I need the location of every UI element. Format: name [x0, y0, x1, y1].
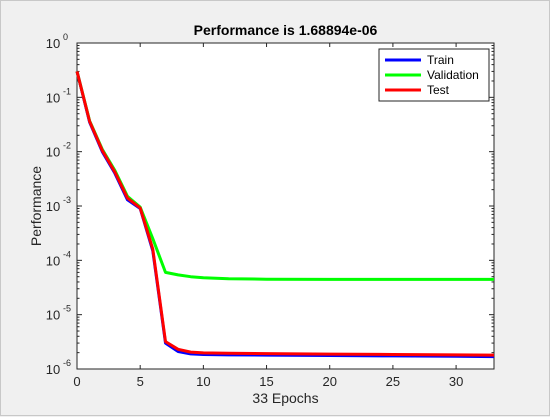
x-tick-label: 10: [196, 374, 210, 389]
x-tick-label: 0: [73, 374, 80, 389]
legend-label-train: Train: [427, 53, 454, 67]
x-tick-label: 30: [449, 374, 463, 389]
y-tick-exponent: -6: [63, 358, 71, 368]
x-axis-label: 33 Epochs: [252, 390, 318, 406]
y-tick-label: 10: [46, 36, 60, 51]
y-tick-label: 10: [46, 145, 60, 160]
series-line-test: [75, 71, 495, 357]
y-tick-label: 10: [46, 362, 60, 377]
y-tick-exponent: -3: [63, 195, 71, 205]
y-tick-label: 10: [46, 90, 60, 105]
legend-label-validation: Validation: [427, 68, 479, 82]
y-tick-exponent: -1: [63, 86, 71, 96]
y-tick-exponent: -5: [63, 304, 71, 314]
legend-label-test: Test: [427, 83, 450, 97]
x-tick-label: 5: [137, 374, 144, 389]
y-tick-exponent: -2: [63, 141, 71, 151]
y-tick-label: 10: [46, 253, 60, 268]
x-tick-label: 15: [259, 374, 273, 389]
x-tick-label: 25: [386, 374, 400, 389]
x-tick-label: 20: [322, 374, 336, 389]
y-tick-label: 10: [46, 308, 60, 323]
chart-title: Performance is 1.68894e-06: [194, 22, 378, 38]
y-tick-exponent: 0: [63, 32, 68, 42]
y-axis-label: Performance: [28, 166, 44, 246]
y-tick-exponent: -4: [63, 249, 71, 259]
y-tick-label: 10: [46, 199, 60, 214]
